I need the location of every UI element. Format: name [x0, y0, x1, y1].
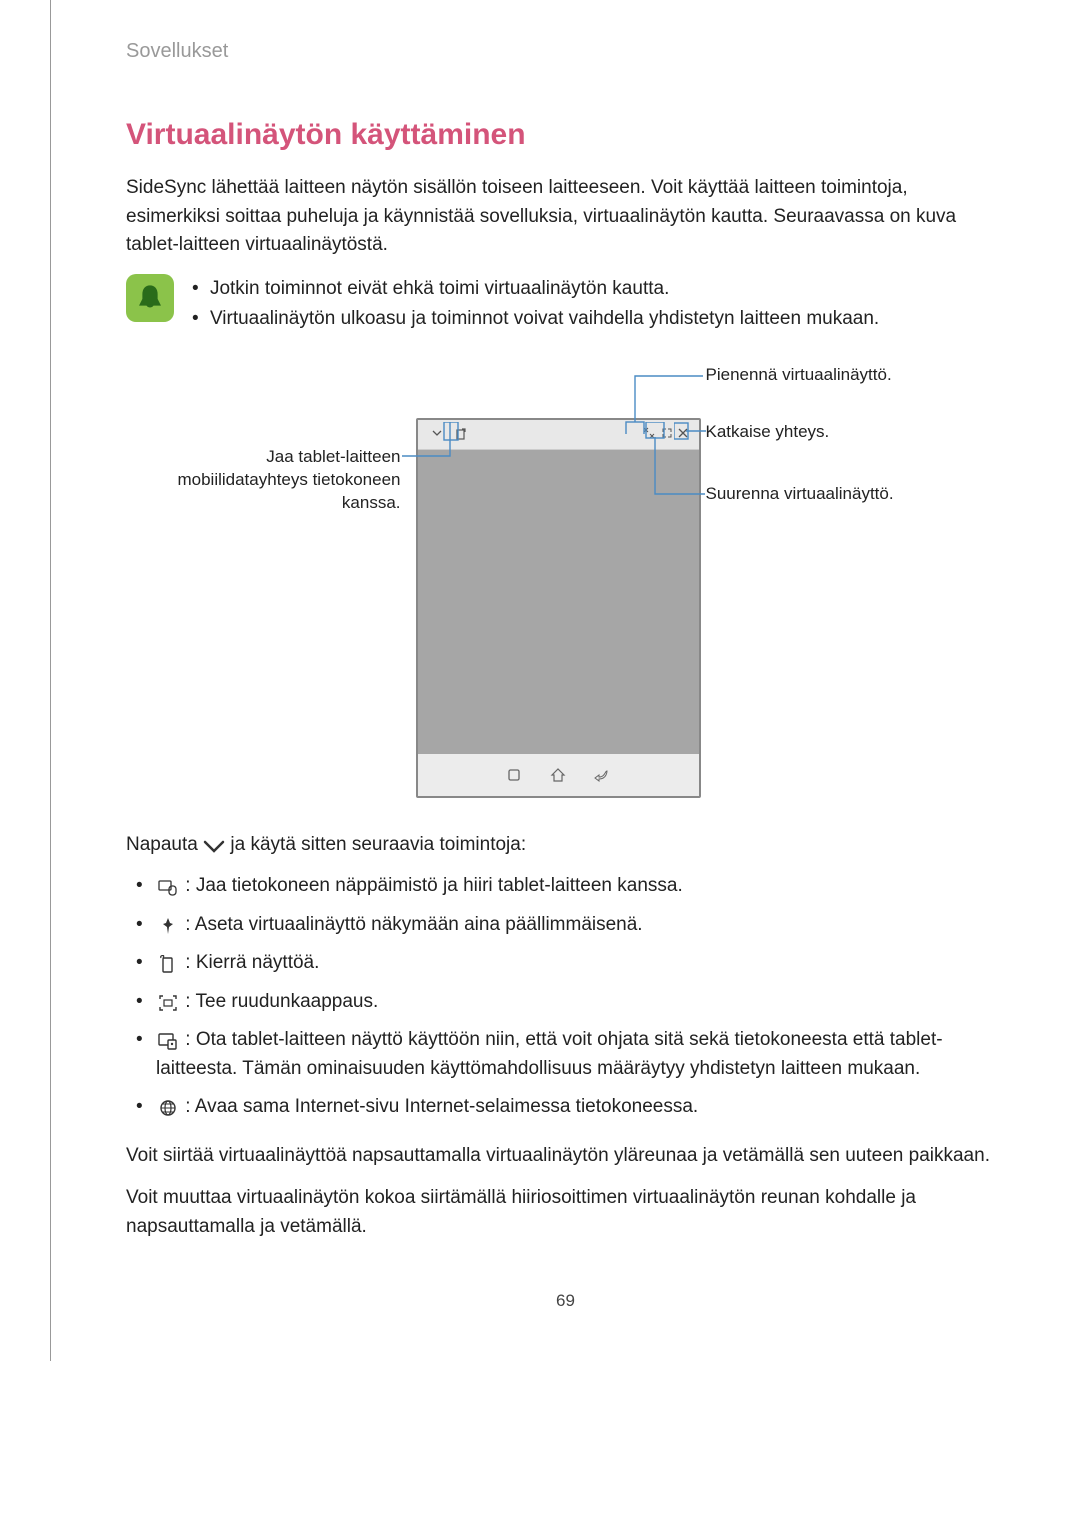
footer-paragraph-1: Voit siirtää virtuaalinäyttöä napsauttam…	[126, 1142, 1005, 1171]
function-text: : Kierrä näyttöä.	[185, 952, 319, 973]
chevron-down-icon	[203, 838, 225, 852]
function-item: : Kierrä näyttöä.	[156, 949, 1005, 978]
virtual-screen-diagram: Jaa tablet-laitteen mobiilidatayhteys ti…	[146, 364, 986, 804]
recent-apps-icon	[506, 767, 522, 783]
keyboard-mouse-icon	[158, 877, 178, 895]
rotate-icon	[158, 954, 178, 972]
tablet-screen	[442, 450, 675, 754]
page-content: Sovellukset Virtuaalinäytön käyttäminen …	[50, 0, 1080, 1361]
note-box: Jotkin toiminnot eivät ehkä toimi virtua…	[126, 274, 1005, 335]
function-text: : Jaa tietokoneen näppäimistö ja hiiri t…	[185, 875, 682, 896]
callout-line	[402, 422, 462, 462]
callout-disconnect: Katkaise yhteys.	[706, 421, 830, 444]
function-item: : Ota tablet-laitteen näyttö käyttöön ni…	[156, 1026, 1005, 1083]
tablet-nav-bar	[418, 754, 699, 796]
screenshot-icon	[158, 993, 178, 1011]
functions-intro-pre: Napauta	[126, 834, 203, 855]
section-header: Sovellukset	[126, 40, 1005, 63]
note-item: Jotkin toiminnot eivät ehkä toimi virtua…	[192, 274, 879, 304]
page-title: Virtuaalinäytön käyttäminen	[126, 118, 1005, 152]
function-item: : Aseta virtuaalinäyttö näkymään aina pä…	[156, 911, 1005, 940]
note-list: Jotkin toiminnot eivät ehkä toimi virtua…	[192, 274, 879, 335]
function-item: : Tee ruudunkaappaus.	[156, 988, 1005, 1017]
function-item: : Avaa sama Internet-sivu Internet-selai…	[156, 1093, 1005, 1122]
functions-intro-post: ja käytä sitten seuraavia toimintoja:	[225, 834, 526, 855]
bell-icon	[126, 274, 174, 322]
callout-line	[643, 422, 705, 500]
function-text: : Avaa sama Internet-sivu Internet-selai…	[185, 1096, 698, 1117]
intro-paragraph: SideSync lähettää laitteen näytön sisäll…	[126, 174, 1005, 260]
footer-paragraph-2: Voit muuttaa virtuaalinäytön kokoa siirt…	[126, 1184, 1005, 1241]
page-number: 69	[126, 1291, 1005, 1311]
function-text: : Tee ruudunkaappaus.	[185, 991, 378, 1012]
function-text: : Aseta virtuaalinäyttö näkymään aina pä…	[185, 914, 642, 935]
pin-icon	[158, 916, 178, 934]
functions-list: : Jaa tietokoneen näppäimistö ja hiiri t…	[126, 872, 1005, 1122]
screen-control-icon	[158, 1031, 178, 1049]
callout-enlarge: Suurenna virtuaalinäyttö.	[706, 483, 894, 506]
function-text: : Ota tablet-laitteen näyttö käyttöön ni…	[156, 1029, 943, 1079]
home-icon	[550, 767, 566, 783]
callout-minimize: Pienennä virtuaalinäyttö.	[706, 364, 892, 387]
callout-share-data: Jaa tablet-laitteen mobiilidatayhteys ti…	[146, 446, 401, 515]
functions-intro: Napauta ja käytä sitten seuraavia toimin…	[126, 834, 1005, 856]
function-item: : Jaa tietokoneen näppäimistö ja hiiri t…	[156, 872, 1005, 901]
note-item: Virtuaalinäytön ulkoasu ja toiminnot voi…	[192, 304, 879, 334]
back-icon	[594, 767, 610, 783]
globe-icon	[158, 1098, 178, 1116]
